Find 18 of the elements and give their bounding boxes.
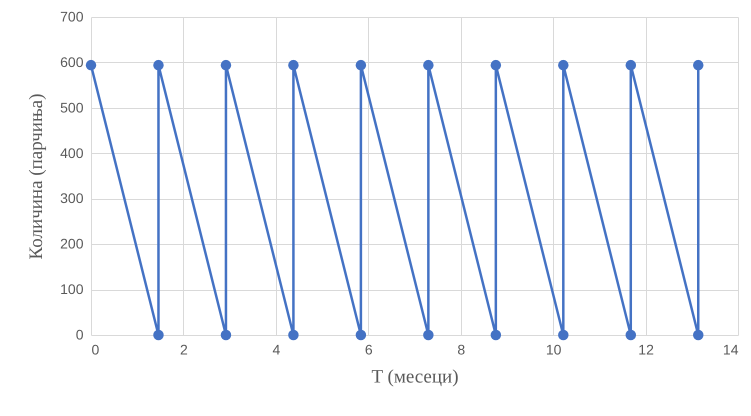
x-tick-label: 2 [180, 342, 188, 358]
y-tick-label: 200 [60, 236, 84, 252]
y-tick-label: 0 [76, 326, 84, 342]
y-tick-label: 700 [60, 8, 84, 24]
x-axis-title: T (месеци) [371, 366, 459, 388]
y-tick-label: 100 [60, 281, 84, 298]
y-tick-label: 300 [60, 190, 84, 206]
x-tick-label: 10 [546, 342, 562, 358]
x-tick-label: 6 [364, 342, 373, 358]
x-tick-label: 0 [92, 342, 100, 358]
x-tick-label: 8 [457, 342, 466, 358]
y-tick-label: 600 [60, 54, 84, 70]
y-tick-label: 400 [60, 144, 84, 161]
x-tick-label: 4 [272, 342, 280, 358]
x-tick-label: 12 [638, 342, 654, 358]
x-tick-label: 14 [722, 342, 739, 358]
y-axis-title: Количина (парчиња) [26, 94, 48, 260]
y-tick-label: 500 [60, 99, 84, 116]
